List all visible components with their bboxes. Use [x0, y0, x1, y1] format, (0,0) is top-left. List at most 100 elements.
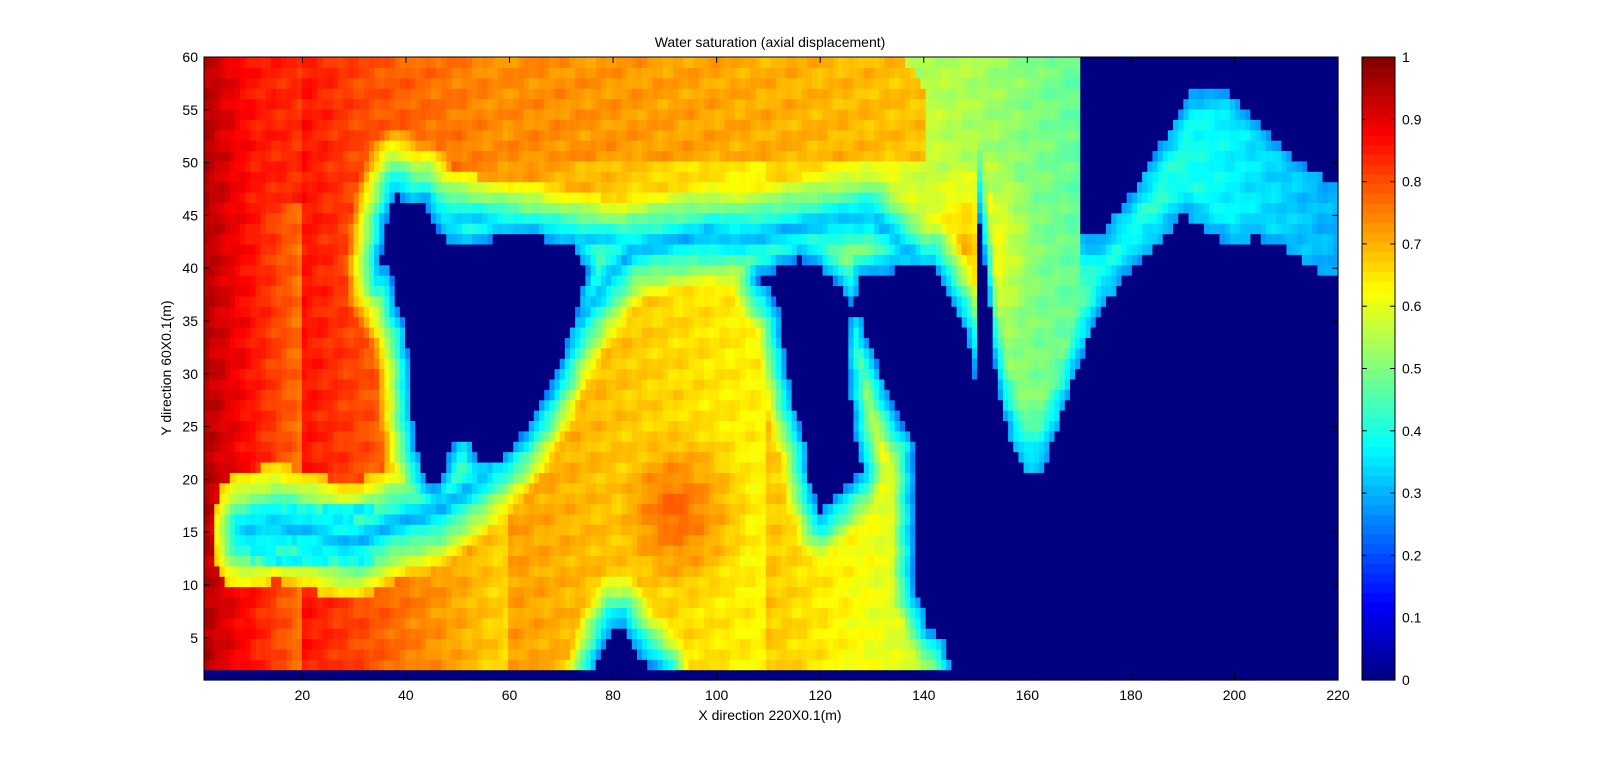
heatmap-cell — [868, 555, 875, 567]
heatmap-cell — [590, 441, 597, 453]
heatmap-cell — [966, 586, 973, 598]
heatmap-cell — [765, 472, 772, 484]
heatmap-cell — [1224, 648, 1231, 660]
heatmap-cell — [384, 576, 391, 588]
heatmap-cell — [425, 565, 432, 577]
heatmap-cell — [987, 545, 994, 556]
heatmap-cell — [348, 503, 355, 515]
heatmap-cell — [838, 441, 844, 453]
heatmap-cell — [1002, 524, 1009, 536]
heatmap-cell — [564, 586, 571, 598]
heatmap-cell — [281, 659, 288, 671]
heatmap-cell — [569, 451, 576, 463]
heatmap-cell — [1291, 607, 1298, 619]
heatmap-cell — [879, 586, 885, 598]
heatmap-cell — [1075, 659, 1081, 671]
heatmap-cell — [822, 451, 829, 463]
heatmap-cell — [1085, 534, 1092, 546]
heatmap-cell — [271, 628, 277, 640]
heatmap-cell — [972, 628, 978, 640]
heatmap-cell — [724, 534, 731, 546]
heatmap-cell — [549, 607, 556, 619]
heatmap-cell — [1059, 669, 1066, 681]
heatmap-cell — [528, 545, 535, 556]
heatmap-cell — [626, 461, 633, 473]
heatmap-cell — [466, 659, 473, 671]
heatmap-cell — [1106, 628, 1112, 640]
heatmap-cell — [1209, 607, 1215, 619]
heatmap-cell — [1039, 648, 1045, 660]
heatmap-cell — [874, 513, 880, 525]
heatmap-cell — [276, 648, 282, 660]
heatmap-cell — [745, 576, 751, 588]
heatmap-cell — [518, 545, 525, 556]
heatmap-cell — [204, 669, 210, 681]
heatmap-cell — [1229, 534, 1236, 546]
heatmap-cell — [1131, 638, 1138, 650]
heatmap-cell — [1013, 607, 1020, 619]
heatmap-cell — [1018, 638, 1025, 650]
heatmap-cell — [734, 596, 741, 608]
heatmap-cell — [502, 596, 509, 608]
heatmap-cell — [616, 441, 623, 453]
heatmap-cell — [260, 503, 267, 515]
heatmap-cell — [724, 638, 731, 650]
heatmap-cell — [477, 617, 483, 629]
heatmap-cell — [1131, 472, 1138, 484]
heatmap-cell — [389, 441, 396, 453]
heatmap-cell — [1080, 493, 1087, 505]
heatmap-cell — [322, 555, 329, 567]
heatmap-cell — [1121, 472, 1128, 484]
heatmap-cell — [1234, 555, 1241, 567]
heatmap-cell — [276, 659, 282, 671]
heatmap-cell — [719, 628, 726, 640]
heatmap-cell — [1044, 669, 1050, 681]
heatmap-cell — [322, 545, 329, 556]
heatmap-cell — [317, 472, 324, 484]
heatmap-cell — [1234, 669, 1241, 681]
heatmap-cell — [1229, 482, 1236, 494]
heatmap-cell — [405, 461, 411, 473]
heatmap-cell — [941, 586, 947, 598]
heatmap-cell — [312, 648, 318, 660]
heatmap-cell — [430, 576, 437, 588]
heatmap-cell — [1106, 493, 1112, 505]
heatmap-cell — [358, 513, 365, 525]
heatmap-cell — [786, 565, 793, 577]
heatmap-cell — [631, 586, 638, 598]
heatmap-cell — [827, 534, 834, 546]
heatmap-cell — [245, 659, 251, 671]
heatmap-cell — [606, 461, 612, 473]
heatmap-cell — [1039, 503, 1045, 515]
heatmap-cell — [1116, 648, 1123, 660]
heatmap-cell — [1054, 513, 1061, 525]
heatmap-cell — [626, 638, 633, 650]
heatmap-cell — [338, 461, 344, 473]
heatmap-cell — [1152, 524, 1159, 536]
heatmap-cell — [523, 659, 530, 671]
heatmap-cell — [709, 607, 715, 619]
heatmap-cell — [338, 586, 344, 598]
heatmap-cell — [327, 628, 334, 640]
heatmap-cell — [1085, 638, 1092, 650]
heatmap-cell — [982, 545, 989, 556]
heatmap-cell — [631, 524, 638, 536]
heatmap-cell — [575, 565, 581, 577]
heatmap-cell — [595, 513, 602, 525]
heatmap-cell — [441, 555, 447, 567]
heatmap-cell — [621, 648, 628, 660]
heatmap-cell — [1276, 461, 1282, 473]
heatmap-cell — [750, 586, 757, 598]
heatmap-cell — [1085, 617, 1092, 629]
heatmap-cell — [497, 503, 504, 515]
heatmap-cell — [1049, 669, 1056, 681]
heatmap-cell — [595, 441, 602, 453]
heatmap-cell — [482, 513, 489, 525]
heatmap-cell — [982, 524, 989, 536]
heatmap-cell — [296, 472, 303, 484]
heatmap-cell — [1245, 586, 1251, 598]
heatmap-cell — [822, 461, 829, 473]
heatmap-cell — [807, 451, 813, 463]
heatmap-cell — [1028, 648, 1035, 660]
heatmap-cell — [590, 451, 597, 463]
